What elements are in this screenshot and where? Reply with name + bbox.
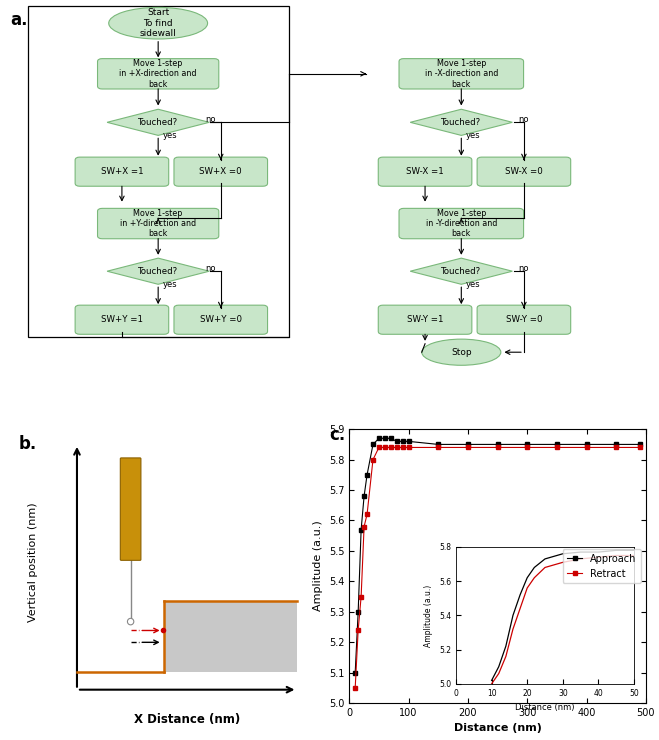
Approach [381,434,389,443]
Text: no: no [205,115,215,124]
Text: a.: a. [10,10,28,29]
FancyBboxPatch shape [477,157,571,186]
Approach [360,491,368,500]
Approach [387,434,395,443]
Text: Start
To find
sidewall: Start To find sidewall [140,8,177,38]
FancyBboxPatch shape [98,209,219,239]
Retract [583,443,590,452]
Text: no: no [205,263,215,273]
Retract [399,443,407,452]
Retract [360,522,368,531]
Text: Touched?: Touched? [442,118,481,127]
Text: SW-Y =1: SW-Y =1 [407,315,444,324]
FancyBboxPatch shape [399,209,524,239]
Polygon shape [107,258,210,284]
Text: yes: yes [466,131,480,141]
Line: Approach: Approach [353,436,643,675]
Retract [351,683,359,692]
Retract [434,443,442,452]
Text: c.: c. [330,425,346,443]
Approach [636,440,644,449]
Text: SW+Y =1: SW+Y =1 [101,315,143,324]
Polygon shape [410,258,513,284]
Retract [369,455,377,464]
FancyBboxPatch shape [121,458,141,560]
Approach [434,440,442,449]
Text: Move 1-step
in +X-direction and
back: Move 1-step in +X-direction and back [119,59,197,89]
FancyBboxPatch shape [174,305,268,334]
FancyBboxPatch shape [378,157,472,186]
Text: X Distance (nm): X Distance (nm) [134,713,241,726]
Approach [375,434,383,443]
Text: Move 1-step
in +Y-direction and
back: Move 1-step in +Y-direction and back [120,209,196,238]
Text: Move 1-step
in -Y-direction and
back: Move 1-step in -Y-direction and back [426,209,497,238]
Approach [523,440,531,449]
Retract [523,443,531,452]
Retract [387,443,395,452]
Retract [405,443,413,452]
Text: no: no [519,115,529,124]
FancyBboxPatch shape [378,305,472,334]
Text: SW+X =0: SW+X =0 [200,167,242,176]
Text: SW-X =1: SW-X =1 [406,167,444,176]
Text: Vertical position (nm): Vertical position (nm) [28,502,38,622]
Polygon shape [107,110,210,135]
Text: SW+X =1: SW+X =1 [101,167,143,176]
Approach [369,440,377,449]
Retract [464,443,472,452]
Text: Touched?: Touched? [442,266,481,276]
Approach [583,440,590,449]
Retract [612,443,620,452]
Polygon shape [164,601,297,672]
Ellipse shape [127,619,134,625]
Approach [357,525,365,534]
Retract [357,592,365,601]
Text: SW+Y =0: SW+Y =0 [200,315,242,324]
Retract [381,443,389,452]
Approach [351,668,359,677]
FancyBboxPatch shape [75,157,169,186]
Text: Touched?: Touched? [138,266,178,276]
Polygon shape [410,110,513,135]
FancyBboxPatch shape [477,305,571,334]
Approach [393,437,401,445]
Text: yes: yes [466,280,480,289]
Text: Move 1-step
in -X-direction and
back: Move 1-step in -X-direction and back [424,59,498,89]
Text: no: no [519,263,529,273]
X-axis label: Distance (nm): Distance (nm) [453,724,542,733]
Text: Stop: Stop [451,348,472,357]
FancyBboxPatch shape [98,58,219,89]
Text: SW-Y =0: SW-Y =0 [505,315,542,324]
Approach [355,608,362,616]
FancyBboxPatch shape [399,58,524,89]
Retract [494,443,501,452]
Text: yes: yes [163,131,177,141]
Retract [393,443,401,452]
Retract [363,510,371,519]
Ellipse shape [422,339,501,366]
Text: SW-X =0: SW-X =0 [505,167,543,176]
Legend: Approach, Retract: Approach, Retract [563,549,641,583]
Retract [553,443,561,452]
Text: Touched?: Touched? [138,118,178,127]
FancyBboxPatch shape [174,157,268,186]
Text: yes: yes [163,280,177,289]
Y-axis label: Amplitude (a.u.): Amplitude (a.u.) [313,521,324,611]
Approach [553,440,561,449]
Ellipse shape [109,7,208,39]
FancyBboxPatch shape [75,305,169,334]
Retract [355,625,362,634]
Line: Retract: Retract [353,445,643,690]
Text: b.: b. [19,435,37,453]
Approach [363,471,371,480]
Approach [405,437,413,445]
Approach [494,440,501,449]
Approach [399,437,407,445]
Retract [375,443,383,452]
Retract [636,443,644,452]
Approach [464,440,472,449]
Approach [612,440,620,449]
